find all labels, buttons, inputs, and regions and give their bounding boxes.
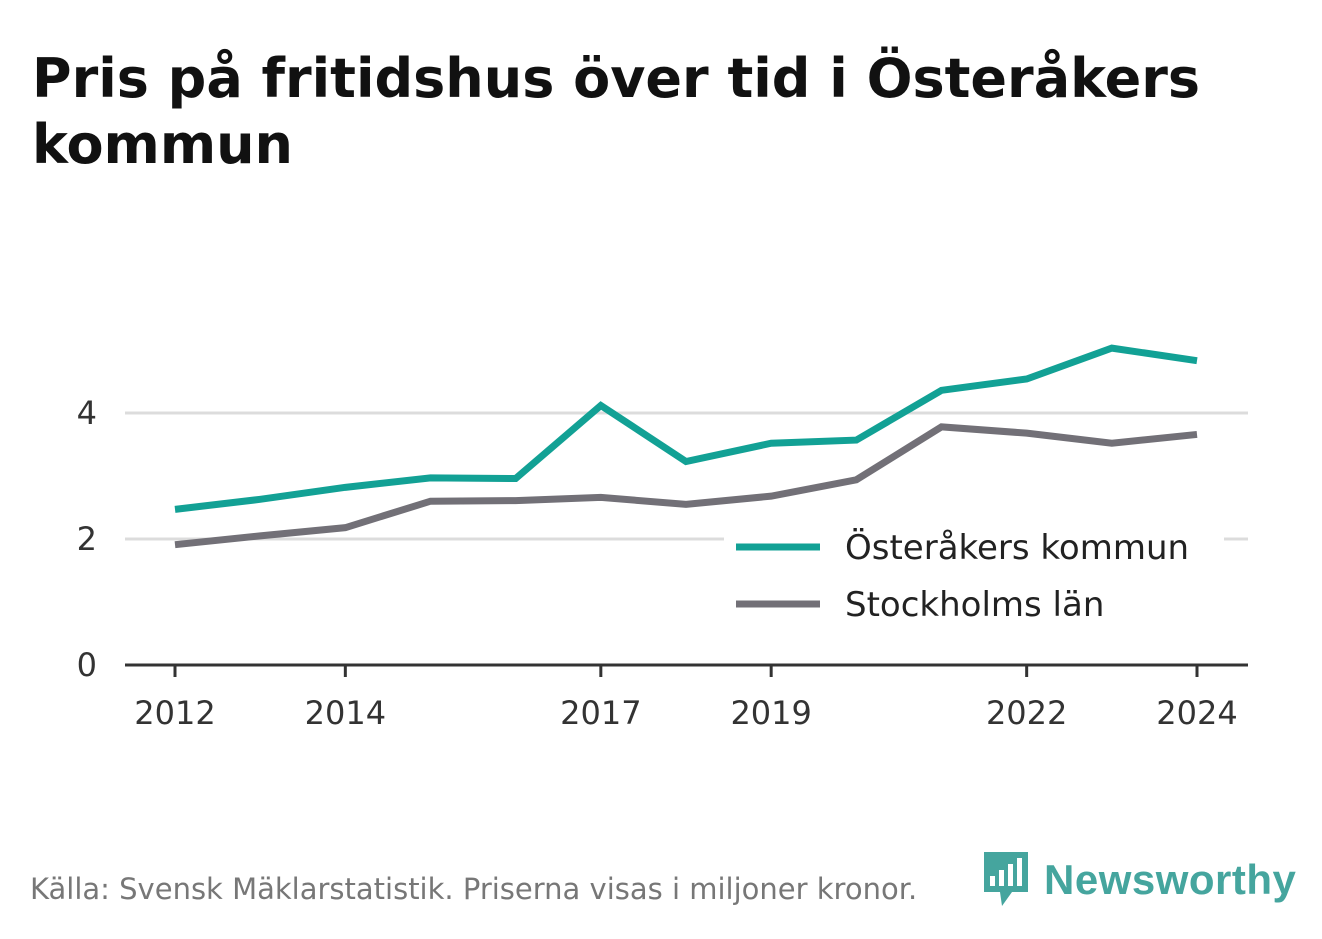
source-note: Källa: Svensk Mäklarstatistik. Priserna … — [30, 872, 918, 906]
y-tick-label-2: 2 — [77, 520, 97, 558]
legend-label-1: Stockholms län — [845, 585, 1104, 625]
brand-name: Newsworthy — [1044, 856, 1297, 903]
brand-logo[interactable]: Newsworthy — [980, 848, 1296, 912]
axes: 0 2 4 2012 2014 2017 2019 2022 2024 — [77, 394, 1248, 732]
x-tick-label-2022: 2022 — [986, 694, 1067, 732]
legend: Österåkers kommun Stockholms län — [724, 513, 1224, 633]
legend-background — [724, 513, 1224, 633]
series-line-0 — [174, 344, 1198, 513]
x-tick-label-2017: 2017 — [560, 694, 641, 732]
x-tick-label-2024: 2024 — [1156, 694, 1237, 732]
series-line-1 — [174, 423, 1198, 549]
bar-chart-speech-icon — [984, 852, 1028, 906]
x-tick-label-2014: 2014 — [305, 694, 386, 732]
y-tick-label-0: 0 — [77, 646, 97, 684]
series-lines — [174, 344, 1198, 549]
chart-title: Pris på fritidshus över tid i Österåkers… — [32, 47, 1200, 176]
x-tick-label-2019: 2019 — [730, 694, 811, 732]
legend-label-0: Österåkers kommun — [845, 527, 1189, 568]
x-tick-label-2012: 2012 — [134, 694, 215, 732]
y-tick-label-4: 4 — [77, 394, 97, 432]
